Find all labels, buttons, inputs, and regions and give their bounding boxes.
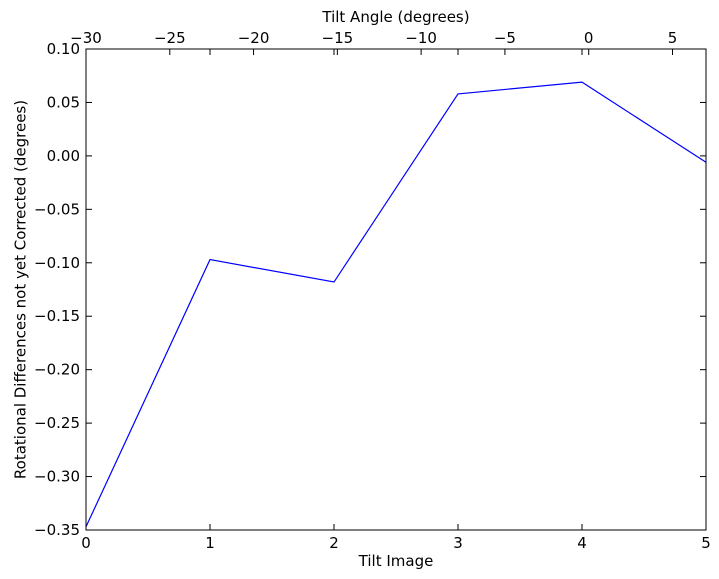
x-tick-label: 5	[701, 534, 711, 552]
y-tick-label: 0.00	[47, 147, 80, 165]
y-tick-label: −0.25	[34, 414, 80, 432]
y-tick-label: −0.35	[34, 521, 80, 539]
plot-area	[85, 81, 707, 528]
x-tick-label: 2	[329, 534, 339, 552]
x2-tick-label: −15	[322, 29, 354, 47]
axes-frame	[85, 48, 707, 531]
top-x-axis-label: Tilt Angle (degrees)	[321, 8, 469, 26]
x2-tick-label: −25	[154, 29, 186, 47]
x2-tick-label: −10	[405, 29, 437, 47]
ticks: 0 1 2 3 4 5 −30 −25 −20 −15 −10 −5 0 5 −0.35 −0.30 −0.25…	[34, 29, 711, 552]
x-tick-label: 1	[205, 534, 215, 552]
x2-tick-label: −30	[70, 29, 102, 47]
y-tick-label: −0.05	[34, 200, 80, 218]
y-axis-label: Rotational Differences not yet Corrected…	[11, 100, 29, 479]
x-axis-label: Tilt Image	[358, 552, 434, 570]
x-tick-label: 0	[81, 534, 91, 552]
series-line	[85, 81, 707, 528]
y-tick-label: −0.30	[34, 468, 80, 486]
y-tick-label: −0.20	[34, 361, 80, 379]
x2-tick-label: −20	[238, 29, 270, 47]
x-tick-label: 3	[453, 534, 463, 552]
y-tick-label: −0.10	[34, 254, 80, 272]
y-tick-label: −0.15	[34, 307, 80, 325]
x2-tick-label: −5	[494, 29, 516, 47]
x2-tick-label: 5	[668, 29, 678, 47]
y-tick-label: 0.05	[47, 93, 80, 111]
x2-tick-label: 0	[584, 29, 594, 47]
x-tick-label: 4	[577, 534, 587, 552]
y-tick-label: 0.10	[47, 40, 80, 58]
